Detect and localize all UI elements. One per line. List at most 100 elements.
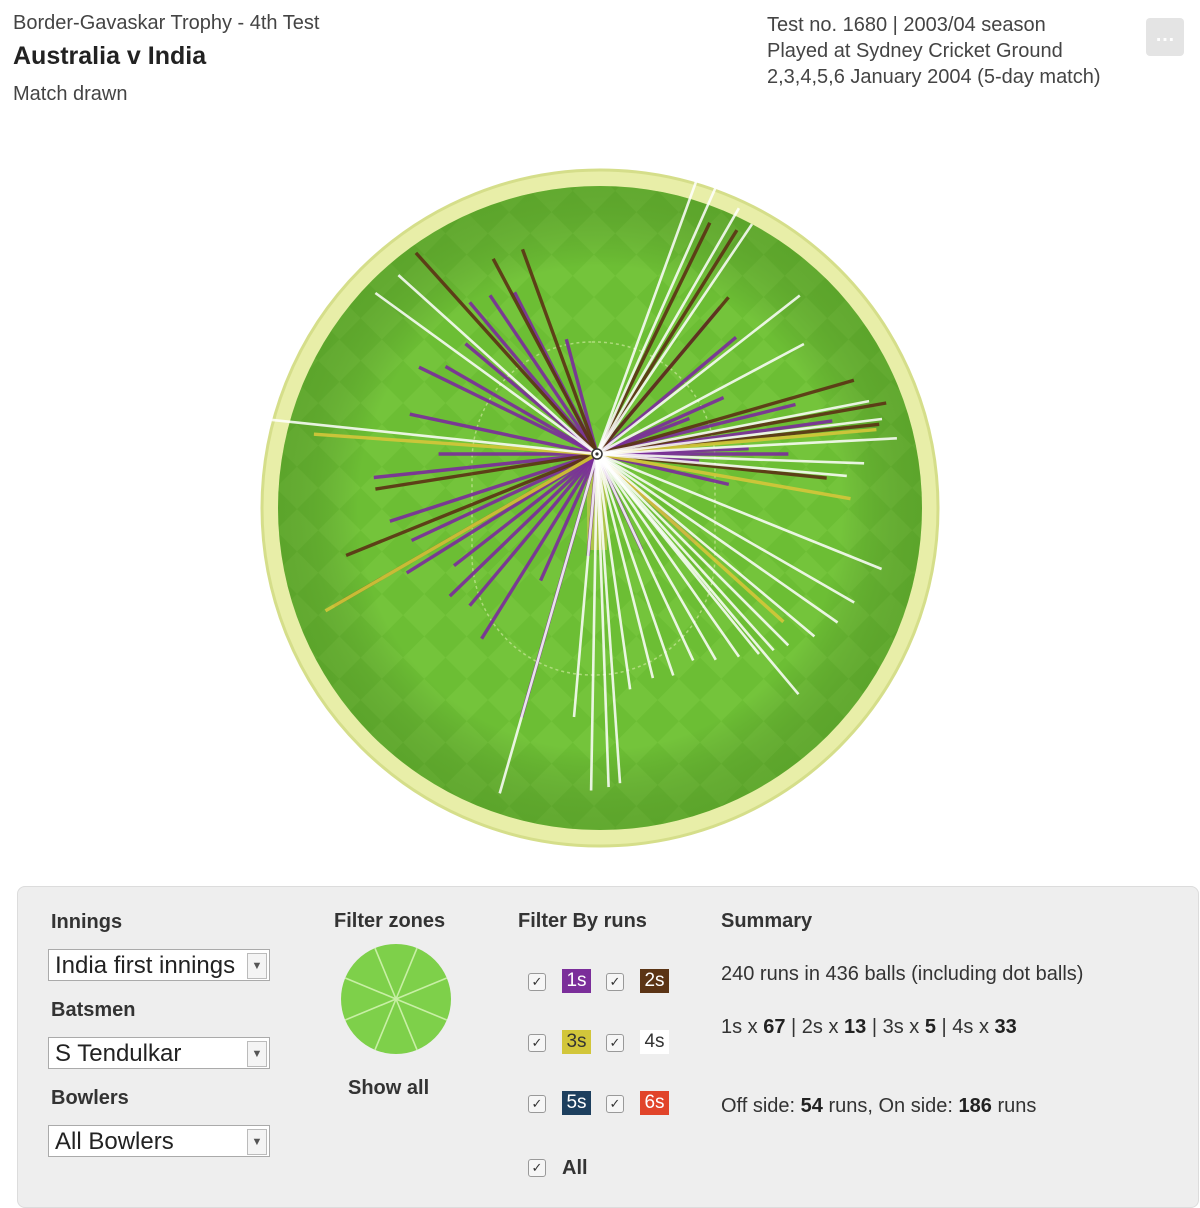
shot-lines bbox=[271, 176, 897, 794]
shot-line-1s bbox=[539, 453, 599, 582]
shot-line-4s bbox=[595, 453, 622, 784]
filter-1s-chip[interactable]: 1s bbox=[562, 969, 591, 993]
filter-4s-checkbox[interactable]: ✓ bbox=[606, 1034, 624, 1052]
zone-divider bbox=[395, 998, 448, 1021]
shot-line-1s bbox=[373, 452, 598, 480]
shot-line-1s bbox=[444, 365, 598, 456]
filter-2s-checkbox[interactable]: ✓ bbox=[606, 973, 624, 991]
zone-filter-wheel[interactable] bbox=[339, 942, 453, 1056]
shot-line-1s bbox=[488, 294, 599, 455]
shot-line-2s bbox=[414, 251, 599, 456]
series-name: Border-Gavaskar Trophy - 4th Test bbox=[13, 12, 320, 34]
shot-line-2s bbox=[375, 452, 598, 491]
filter-1s-checkbox[interactable]: ✓ bbox=[528, 973, 546, 991]
filter-runs-label: Filter By runs bbox=[518, 910, 647, 932]
shot-line-4s bbox=[596, 452, 839, 624]
shot-line-3s bbox=[324, 452, 598, 613]
batsmen-label: Batsmen bbox=[51, 999, 136, 1021]
shot-line-3s bbox=[313, 432, 598, 456]
shot-line-3s bbox=[596, 427, 877, 456]
shot-line-4s bbox=[596, 453, 816, 638]
shot-line-4s bbox=[397, 274, 598, 455]
filter-6s-chip[interactable]: 6s bbox=[640, 1091, 669, 1115]
summary-runs-balls: 240 runs in 436 balls (including dot bal… bbox=[721, 963, 1084, 985]
zone-divider bbox=[374, 998, 397, 1051]
more-options-button[interactable]: … bbox=[1146, 18, 1184, 56]
test-info: Test no. 1680 | 2003/04 season bbox=[767, 14, 1046, 36]
zone-divider bbox=[395, 977, 448, 1000]
shot-line-4s bbox=[595, 223, 754, 455]
filter-3s-checkbox[interactable]: ✓ bbox=[528, 1034, 546, 1052]
controls-panel: Innings India first innings ▼ Batsmen S … bbox=[17, 886, 1199, 1208]
shot-line-4s bbox=[596, 453, 790, 647]
match-dates: 2,3,4,5,6 January 2004 (5-day match) bbox=[767, 66, 1101, 88]
shot-line-4s bbox=[596, 452, 847, 478]
summary-run-breakdown: 1s x 67 | 2s x 13 | 3s x 5 | 4s x 33 bbox=[721, 1016, 1017, 1038]
shot-line-4s bbox=[596, 452, 855, 604]
filter-5s-checkbox[interactable]: ✓ bbox=[528, 1095, 546, 1113]
bowlers-value: All Bowlers bbox=[55, 1128, 174, 1155]
summary-label: Summary bbox=[721, 910, 813, 932]
shot-line-3s bbox=[596, 452, 851, 501]
shot-line-4s bbox=[595, 207, 741, 455]
shot-line-4s bbox=[595, 453, 632, 690]
chevron-down-icon: ▼ bbox=[247, 1129, 267, 1155]
shot-line-4s bbox=[498, 453, 599, 794]
batsman-marker-dot bbox=[595, 452, 599, 456]
shot-line-1s bbox=[564, 338, 599, 455]
shot-line-4s bbox=[595, 453, 695, 661]
filter-2s-chip[interactable]: 2s bbox=[640, 969, 669, 993]
shot-line-4s bbox=[595, 453, 655, 679]
zone-divider bbox=[374, 947, 397, 1000]
wagon-wheel-chart bbox=[260, 168, 940, 848]
shot-line-4s bbox=[595, 176, 722, 455]
shot-line-1s bbox=[468, 452, 599, 607]
shot-line-4s bbox=[595, 180, 698, 455]
match-title: Australia v India bbox=[13, 42, 207, 70]
bowlers-select[interactable]: All Bowlers ▼ bbox=[48, 1125, 270, 1157]
shot-line-4s bbox=[596, 399, 870, 456]
bowlers-label: Bowlers bbox=[51, 1087, 129, 1109]
chevron-down-icon: ▼ bbox=[247, 1041, 267, 1067]
innings-label: Innings bbox=[51, 911, 123, 933]
shot-line-4s bbox=[596, 453, 775, 652]
shot-line-1s bbox=[389, 452, 598, 523]
shot-line-2s bbox=[596, 378, 855, 456]
shot-line-4s bbox=[595, 453, 675, 676]
shot-line-4s bbox=[596, 452, 883, 571]
zone-divider bbox=[395, 947, 418, 1000]
filter-6s-checkbox[interactable]: ✓ bbox=[606, 1095, 624, 1113]
shot-line-1s bbox=[418, 365, 598, 456]
batsmen-value: S Tendulkar bbox=[55, 1040, 182, 1067]
shot-line-2s bbox=[491, 258, 599, 455]
shot-line-1s bbox=[480, 453, 599, 640]
zone-divider bbox=[344, 977, 397, 1000]
shot-line-3s bbox=[595, 452, 785, 624]
filter-5s-chip[interactable]: 5s bbox=[562, 1091, 591, 1115]
batsmen-select[interactable]: S Tendulkar ▼ bbox=[48, 1037, 270, 1069]
shot-line-1s bbox=[452, 452, 599, 568]
shot-line-1s bbox=[410, 452, 598, 543]
match-header: Border-Gavaskar Trophy - 4th Test Austra… bbox=[13, 12, 319, 106]
zone-divider bbox=[395, 998, 418, 1051]
shot-line-2s bbox=[595, 296, 730, 456]
all-label: All bbox=[562, 1157, 588, 1179]
innings-select[interactable]: India first innings ▼ bbox=[48, 949, 270, 981]
shot-line-4s bbox=[572, 453, 599, 718]
all-checkbox[interactable]: ✓ bbox=[528, 1159, 546, 1177]
shot-line-1s bbox=[448, 452, 599, 598]
summary-side-split: Off side: 54 runs, On side: 186 runs bbox=[721, 1095, 1037, 1117]
shot-line-2s bbox=[595, 229, 739, 455]
filter-3s-chip[interactable]: 3s bbox=[562, 1030, 591, 1054]
shot-line-2s bbox=[595, 221, 712, 455]
shot-line-4s bbox=[596, 294, 801, 456]
filter-zones-label: Filter zones bbox=[334, 910, 446, 932]
match-result: Match drawn bbox=[13, 83, 128, 105]
shot-line-4s bbox=[595, 453, 717, 661]
show-all-link[interactable]: Show all bbox=[348, 1077, 430, 1099]
filter-4s-chip[interactable]: 4s bbox=[640, 1030, 669, 1054]
shot-line-4s bbox=[596, 417, 883, 456]
shot-line-1s bbox=[409, 412, 598, 456]
chevron-down-icon: ▼ bbox=[247, 953, 267, 979]
shot-line-4s bbox=[374, 291, 598, 456]
